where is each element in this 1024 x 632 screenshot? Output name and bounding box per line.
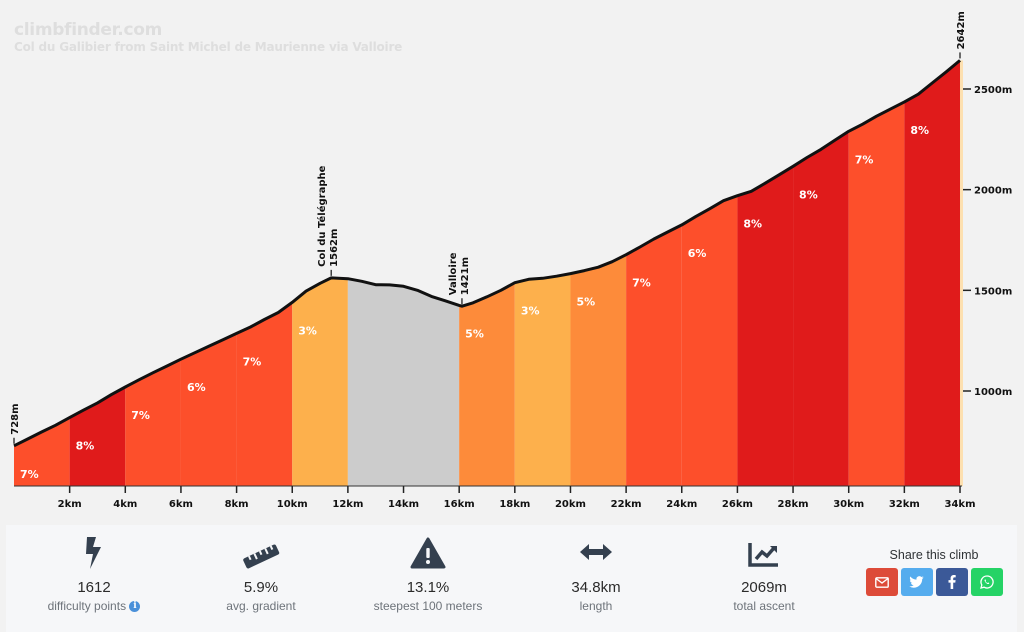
gradient-segment: [125, 359, 181, 486]
stat-label: length: [579, 599, 613, 613]
gradient-segment: [14, 417, 70, 486]
gradient-segment: [292, 277, 348, 486]
gradient-label: 6%: [688, 247, 707, 260]
gradient-label: 5%: [465, 327, 484, 340]
annotation-label: Col du Télégraphe: [316, 165, 328, 266]
warning-icon: [410, 537, 446, 569]
x-tick-label: 34km: [945, 499, 976, 510]
gradient-label: 7%: [855, 153, 874, 166]
share-whatsapp-button[interactable]: [970, 568, 1003, 596]
gradient-label: 3%: [298, 324, 317, 337]
stat-label: difficulty points: [47, 599, 127, 613]
y-tick-label: 1500m: [974, 286, 1012, 297]
facebook-icon: [948, 575, 956, 589]
x-axis: 2km 4km 6km 8km 10km 12km 14km 16km 18km 20km 22km…: [14, 485, 976, 510]
gradient-label: 8%: [799, 188, 818, 201]
x-tick-label: 32km: [889, 499, 920, 510]
x-tick-label: 30km: [833, 499, 864, 510]
stat-difficulty: 1612 difficulty points i: [0, 525, 194, 613]
share-section: Share this climb: [864, 548, 1004, 596]
x-tick-label: 10km: [277, 499, 308, 510]
share-title: Share this climb: [889, 548, 979, 562]
gradient-segment: [459, 282, 515, 486]
x-tick-label: 12km: [332, 499, 363, 510]
envelope-icon: [874, 576, 889, 588]
stat-label: avg. gradient: [226, 599, 296, 613]
annotation-label: 1562m: [329, 229, 340, 267]
climb-title: Col du Galibier from Saint Michel de Mau…: [14, 40, 403, 54]
gradient-label: 8%: [910, 124, 929, 137]
x-tick-label: 22km: [611, 499, 642, 510]
end-strip: [960, 60, 963, 486]
gradient-segment: [737, 166, 794, 486]
x-tick-label: 6km: [169, 499, 193, 510]
gradient-labels: 7% 8% 7% 6% 7% 3% 5% 3% 5% 7% 6% 8% 8% 7% 8%: [20, 124, 929, 481]
info-icon[interactable]: i: [129, 601, 141, 613]
stat-ascent: 2069m total ascent: [664, 525, 864, 613]
profile-line: [13, 59, 961, 448]
stat-value: 34.8km: [571, 579, 621, 596]
gradient-label: 7%: [632, 277, 651, 290]
gradient-segment: [904, 60, 960, 486]
y-tick-label: 2500m: [974, 85, 1012, 96]
gradient-label: 7%: [243, 355, 262, 368]
annotation-label: 2642m: [956, 11, 967, 49]
arrows-horizontal-icon: [580, 544, 612, 560]
stat-value: 13.1%: [406, 579, 450, 596]
twitter-icon: [909, 576, 924, 588]
gradient-segment: [681, 195, 738, 486]
y-tick-label: 1000m: [974, 387, 1012, 398]
gradient-label: 8%: [743, 218, 762, 231]
bolt-icon: [86, 537, 101, 569]
gradient-segment: [347, 278, 460, 486]
gradient-label: 7%: [131, 409, 150, 422]
gradient-segments: [14, 60, 963, 487]
stat-label: steepest 100 meters: [373, 599, 483, 613]
x-tick-label: 18km: [499, 499, 530, 510]
x-tick-label: 16km: [444, 499, 475, 510]
gradient-segment: [180, 333, 237, 486]
x-tick-label: 2km: [58, 499, 82, 510]
x-tick-label: 28km: [778, 499, 809, 510]
gradient-segment: [236, 302, 293, 486]
gradient-label: 3%: [521, 305, 540, 318]
stat-label: total ascent: [733, 599, 795, 613]
gradient-segment: [793, 131, 849, 486]
gradient-segment: [626, 224, 682, 486]
site-title: climbfinder.com: [14, 20, 163, 40]
y-axis: 1000m 1500m 2000m 2500m: [963, 85, 1012, 398]
x-tick-label: 14km: [388, 499, 419, 510]
x-tick-label: 4km: [113, 499, 137, 510]
annotation-label: Valloire: [448, 252, 459, 295]
gradient-label: 5%: [576, 296, 595, 309]
stat-value: 5.9%: [243, 579, 279, 596]
gradient-label: 7%: [20, 468, 39, 481]
share-email-button[interactable]: [865, 568, 898, 596]
elevation-profile-chart: 7% 8% 7% 6% 7% 3% 5% 3% 5% 7% 6% 8% 8% 7% 8% 2km 4km 6km…: [10, 11, 1012, 510]
stat-length: 34.8km length: [496, 525, 696, 613]
stats-panel: 1612 difficulty points i 5.9% avg. gradi…: [6, 525, 1017, 632]
x-tick-label: 8km: [225, 499, 249, 510]
gradient-segment: [570, 254, 627, 486]
annotation-label: 1421m: [460, 257, 471, 295]
gradient-label: 6%: [187, 381, 206, 394]
share-facebook-button[interactable]: [935, 568, 968, 596]
annotations: 728m Col du Télégraphe 1562m Valloire 1421m 2…: [10, 11, 967, 444]
annotation-label: 728m: [10, 403, 21, 434]
chart-line-icon: [748, 543, 778, 567]
ruler-icon: [243, 544, 280, 569]
stat-avg-gradient: 5.9% avg. gradient: [161, 525, 361, 613]
whatsapp-icon: [979, 575, 994, 589]
stat-steepest: 13.1% steepest 100 meters: [328, 525, 528, 613]
gradient-label: 8%: [76, 440, 95, 453]
stat-value: 2069m: [741, 579, 787, 596]
y-tick-label: 2000m: [974, 186, 1012, 197]
x-tick-label: 24km: [666, 499, 697, 510]
x-tick-label: 20km: [555, 499, 586, 510]
stat-value: 1612: [77, 579, 111, 596]
gradient-segment: [848, 101, 905, 487]
x-tick-label: 26km: [722, 499, 753, 510]
share-twitter-button[interactable]: [900, 568, 933, 596]
gradient-segment: [514, 273, 571, 486]
